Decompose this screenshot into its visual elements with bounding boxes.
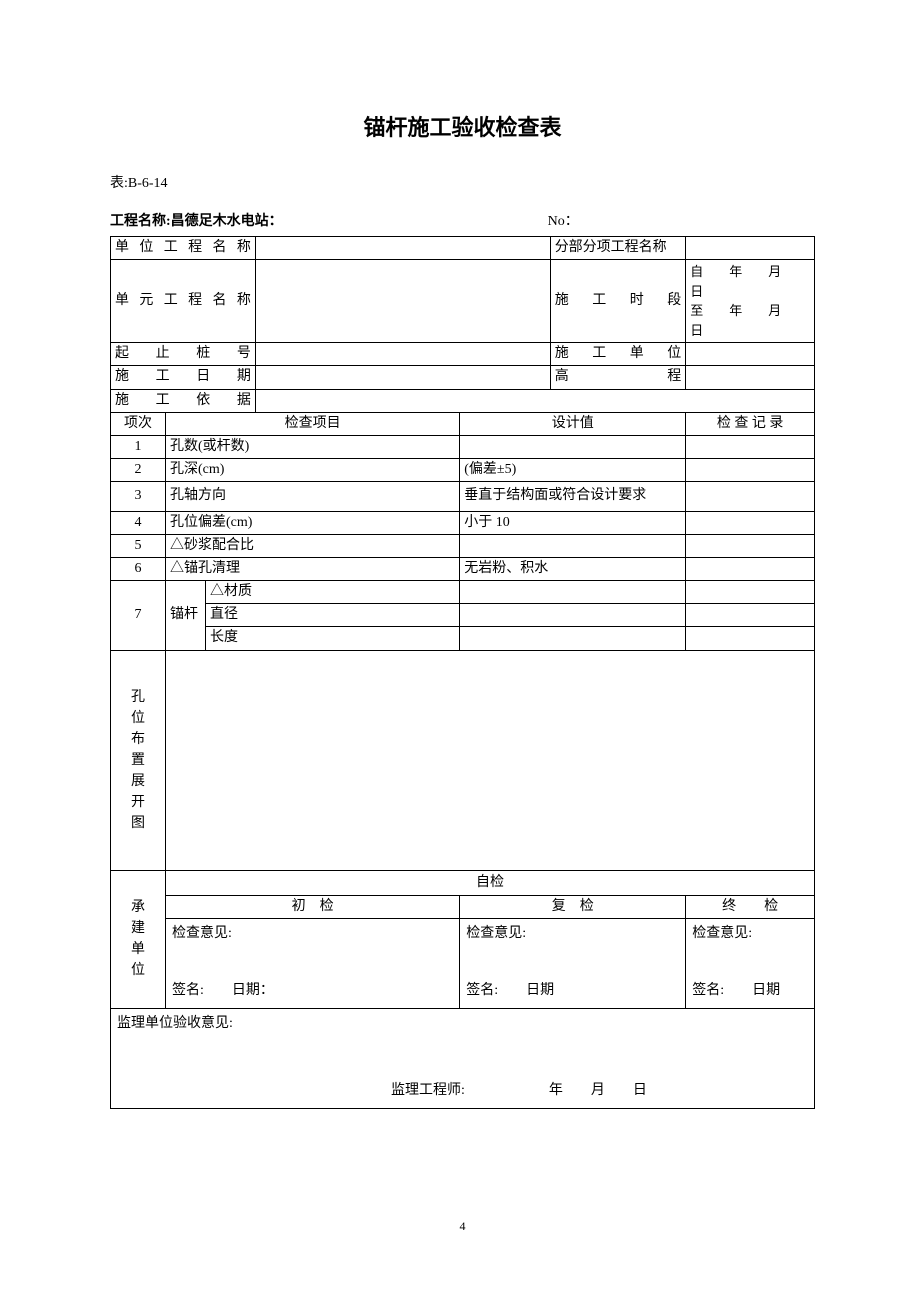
supervisor-cell: 监理单位验收意见: 监理工程师: 年 月 日 xyxy=(111,1009,815,1109)
row-no: 6 xyxy=(111,557,166,580)
anchor-no: 7 xyxy=(111,581,166,651)
row-item: △锚孔清理 xyxy=(166,557,460,580)
page-number: 4 xyxy=(110,1219,815,1234)
construction-basis-value xyxy=(255,389,814,412)
col-check-record: 检 查 记 录 xyxy=(686,412,815,435)
col-design-value: 设计值 xyxy=(460,412,686,435)
anchor-record3 xyxy=(686,627,815,650)
table-row: 4 孔位偏差(cm) 小于 10 xyxy=(111,511,815,534)
anchor-row-3: 长度 xyxy=(111,627,815,650)
table-row: 5 △砂浆配合比 xyxy=(111,534,815,557)
pile-no-value xyxy=(255,343,550,366)
initial-opinion: 检查意见: 签名: 日期： xyxy=(166,919,460,1009)
anchor-record1 xyxy=(686,581,815,604)
opinion-label: 检查意见: xyxy=(172,925,453,943)
anchor-sub1: △材质 xyxy=(206,581,460,604)
row-record xyxy=(686,459,815,482)
construction-unit-label: 施 工 单 位 xyxy=(550,343,686,366)
no-label: No： xyxy=(548,210,579,230)
anchor-row-1: 7 锚杆 △材质 xyxy=(111,581,815,604)
pile-no-label: 起 止 桩 号 xyxy=(111,343,256,366)
col-check-item: 检查项目 xyxy=(166,412,460,435)
diagram-label: 孔位布置展开图 xyxy=(111,650,166,870)
construction-date-label: 施 工 日 期 xyxy=(111,366,256,389)
row-record xyxy=(686,511,815,534)
row-item: 孔深(cm) xyxy=(166,459,460,482)
sub-project-label: 分部分项工程名称 xyxy=(550,237,686,260)
row-item: 孔位偏差(cm) xyxy=(166,511,460,534)
elevation-label: 高 程 xyxy=(550,366,686,389)
row-no: 5 xyxy=(111,534,166,557)
elevation-value xyxy=(686,366,815,389)
contractor-label: 承建单位 xyxy=(111,870,166,1008)
row-no: 2 xyxy=(111,459,166,482)
row-design: 无岩粉、积水 xyxy=(460,557,686,580)
anchor-record2 xyxy=(686,604,815,627)
construction-unit-value xyxy=(686,343,815,366)
construction-period-label: 施 工 时 段 xyxy=(550,260,686,343)
final-check-label: 终 检 xyxy=(686,895,815,918)
opinion-row: 检查意见: 签名: 日期： 检查意见: 签名: 日期 检查意见: 签名: 日期 xyxy=(111,919,815,1009)
unit-project-value xyxy=(255,237,550,260)
anchor-sub3: 长度 xyxy=(206,627,460,650)
sign-line: 签名: 日期 xyxy=(466,982,554,1000)
anchor-design3 xyxy=(460,627,686,650)
sign-line: 签名: 日期： xyxy=(172,982,274,1000)
anchor-design2 xyxy=(460,604,686,627)
row-record xyxy=(686,435,815,458)
row-design xyxy=(460,435,686,458)
diagram-area xyxy=(166,650,815,870)
re-opinion: 检查意见: 签名: 日期 xyxy=(460,919,686,1009)
sub-project-value xyxy=(686,237,815,260)
date-range: 自 年 月 日 至 年 月 日 xyxy=(686,260,815,343)
table-row: 6 △锚孔清理 无岩粉、积水 xyxy=(111,557,815,580)
row-record xyxy=(686,534,815,557)
construction-date-value xyxy=(255,366,550,389)
row-record xyxy=(686,557,815,580)
col-item-no: 项次 xyxy=(111,412,166,435)
project-name: 工程名称:昌德足木水电站： xyxy=(110,210,283,230)
row-record xyxy=(686,482,815,511)
re-check-label: 复 检 xyxy=(460,895,686,918)
self-check-row: 承建单位 自检 xyxy=(111,870,815,895)
unit-element-value xyxy=(255,260,550,343)
opinion-label: 检查意见: xyxy=(466,925,679,943)
row-design: (偏差±5) xyxy=(460,459,686,482)
date-from: 自 年 月 日 xyxy=(690,262,810,301)
sign-line: 签名: 日期 xyxy=(692,982,780,1000)
construction-basis-label: 施 工 依 据 xyxy=(111,389,256,412)
row-item: △砂浆配合比 xyxy=(166,534,460,557)
row-item: 孔数(或杆数) xyxy=(166,435,460,458)
row-item: 孔轴方向 xyxy=(166,482,460,511)
row-design: 小于 10 xyxy=(460,511,686,534)
unit-element-label: 单元工程名称 xyxy=(111,260,256,343)
row-no: 1 xyxy=(111,435,166,458)
anchor-design1 xyxy=(460,581,686,604)
diagram-row: 孔位布置展开图 xyxy=(111,650,815,870)
initial-check-label: 初 检 xyxy=(166,895,460,918)
row-no: 4 xyxy=(111,511,166,534)
supervisor-label: 监理单位验收意见: xyxy=(117,1015,808,1033)
supervisor-sign: 监理工程师: 年 月 日 xyxy=(391,1082,647,1100)
page-title: 锚杆施工验收检查表 xyxy=(110,110,815,142)
unit-project-label: 单位工程名称 xyxy=(111,237,256,260)
supervisor-row: 监理单位验收意见: 监理工程师: 年 月 日 xyxy=(111,1009,815,1109)
row-design: 垂直于结构面或符合设计要求 xyxy=(460,482,686,511)
table-row: 3 孔轴方向 垂直于结构面或符合设计要求 xyxy=(111,482,815,511)
date-to: 至 年 月 日 xyxy=(690,301,810,340)
table-row: 1 孔数(或杆数) xyxy=(111,435,815,458)
anchor-sub2: 直径 xyxy=(206,604,460,627)
anchor-row-2: 直径 xyxy=(111,604,815,627)
table-row: 2 孔深(cm) (偏差±5) xyxy=(111,459,815,482)
anchor-label: 锚杆 xyxy=(166,581,206,651)
main-table: 单位工程名称 分部分项工程名称 单元工程名称 施 工 时 段 自 年 月 日 至… xyxy=(110,236,815,1109)
table-code: 表:B-6-14 xyxy=(110,172,815,192)
row-design xyxy=(460,534,686,557)
self-check-label: 自检 xyxy=(166,870,815,895)
opinion-label: 检查意见: xyxy=(692,925,808,943)
check-type-row: 初 检 复 检 终 检 xyxy=(111,895,815,918)
header-line: 工程名称:昌德足木水电站： No： xyxy=(110,210,815,230)
final-opinion: 检查意见: 签名: 日期 xyxy=(686,919,815,1009)
row-no: 3 xyxy=(111,482,166,511)
